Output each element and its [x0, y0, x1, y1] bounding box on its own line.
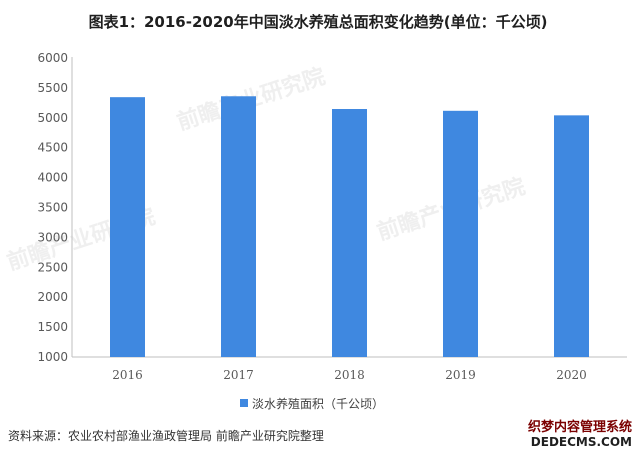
- bars: [110, 96, 589, 357]
- x-tick-label: 2018: [334, 368, 365, 382]
- y-tick-label: 5500: [37, 81, 68, 95]
- y-tick-label: 4000: [37, 171, 68, 185]
- y-tick-label: 2500: [37, 260, 68, 274]
- bar-2020: [554, 115, 589, 357]
- bar-2018: [332, 109, 367, 357]
- y-tick-label: 3500: [37, 201, 68, 215]
- y-tick-labels: 1000 1500 2000 2500 3000 3500 4000 4500 5000 5500…: [37, 51, 68, 364]
- site-watermark-line2: DEDECMS.COM: [531, 435, 632, 449]
- y-tick-label: 3000: [37, 230, 68, 244]
- x-tick-label: 2020: [556, 368, 587, 382]
- y-tick-label: 1500: [37, 320, 68, 334]
- site-watermark-line1: 织梦内容管理系统: [528, 419, 632, 435]
- y-tick-label: 1000: [37, 350, 68, 364]
- y-tick-label: 6000: [37, 51, 68, 65]
- y-tick-label: 4500: [37, 141, 68, 155]
- bar-2017: [221, 96, 256, 357]
- source-note: 资料来源：农业农村部渔业渔政管理局 前瞻产业研究院整理: [8, 428, 324, 443]
- legend-label: 淡水养殖面积（千公顷）: [252, 396, 384, 411]
- site-watermark: 织梦内容管理系统 DEDECMS.COM: [528, 419, 632, 449]
- bar-2019: [443, 110, 478, 357]
- legend: 淡水养殖面积（千公顷）: [240, 396, 384, 411]
- y-tick-label: 5000: [37, 111, 68, 125]
- bar-2016: [110, 97, 145, 357]
- legend-swatch: [240, 399, 248, 407]
- chart-title: 图表1：2016-2020年中国淡水养殖总面积变化趋势(单位：千公顷): [89, 13, 548, 31]
- x-tick-labels: 2016 2017 2018 2019 2020: [112, 368, 587, 382]
- x-tick-label: 2019: [445, 368, 476, 382]
- y-tick-label: 2000: [37, 290, 68, 304]
- x-tick-label: 2017: [223, 368, 254, 382]
- x-tick-label: 2016: [112, 368, 143, 382]
